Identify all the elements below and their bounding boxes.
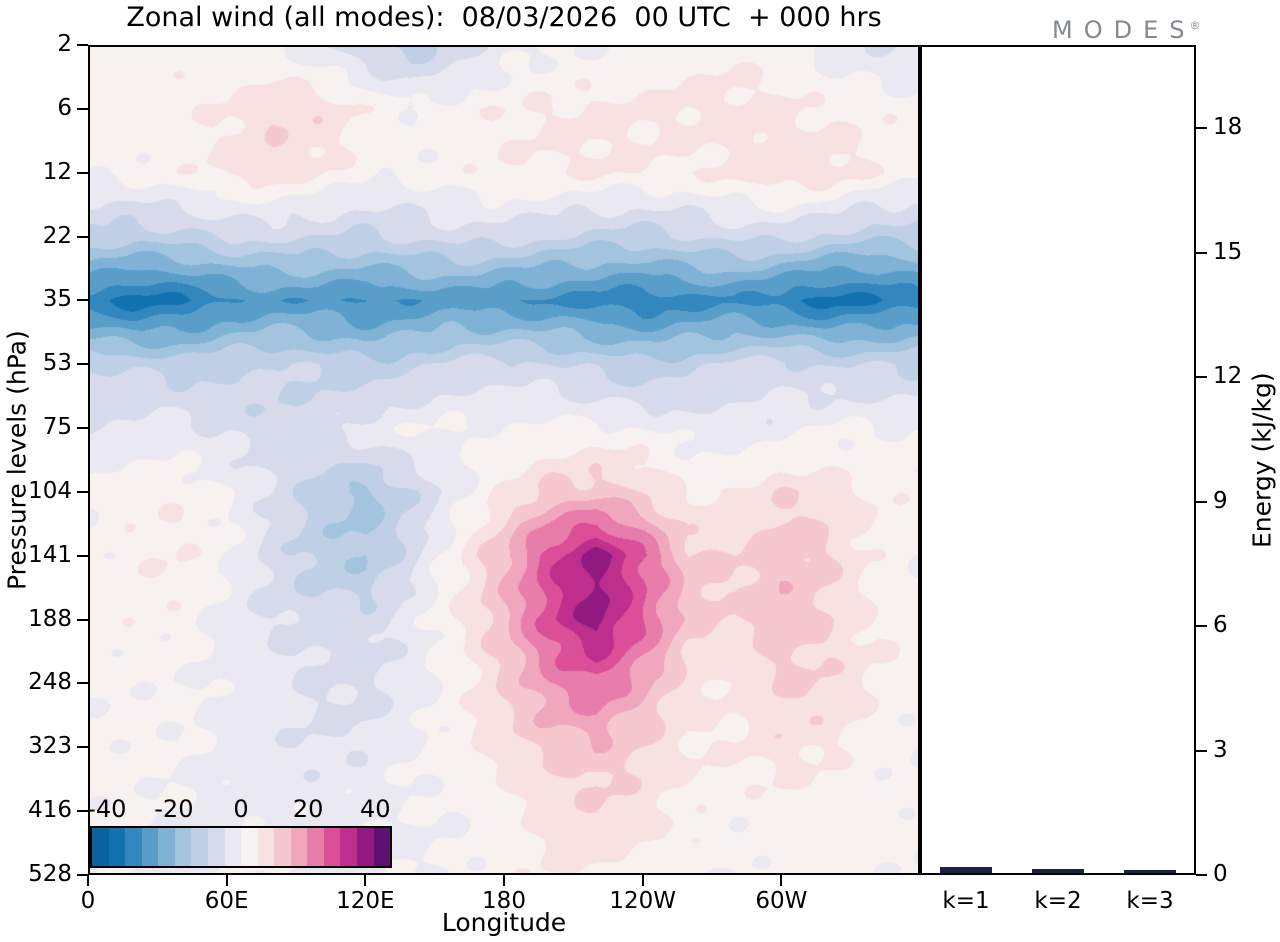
colorbar-segment <box>357 828 374 866</box>
longitude-tick-label: 120W <box>609 888 676 914</box>
longitude-tick <box>641 875 644 886</box>
longitude-tick-label: 60W <box>755 888 808 914</box>
pressure-tick <box>77 44 88 46</box>
pressure-tick-label: 35 <box>42 286 72 313</box>
energy-tick-label: 3 <box>1213 736 1228 763</box>
colorbar-segment <box>108 828 126 866</box>
colorbar-segment <box>290 828 308 866</box>
longitude-tick-label: 60E <box>204 888 249 914</box>
longitude-tick <box>87 875 89 886</box>
energy-bar <box>1124 869 1176 873</box>
colorbar-tick-label: 40 <box>359 795 391 823</box>
energy-tick-label: 18 <box>1213 114 1243 140</box>
pressure-tick-label: 141 <box>28 541 72 568</box>
colorbar-segment <box>174 828 192 866</box>
colorbar-segment <box>141 828 159 866</box>
pressure-tick <box>77 363 88 366</box>
energy-tick-label: 6 <box>1213 612 1228 638</box>
longitude-tick <box>364 875 367 886</box>
pressure-tick <box>77 618 88 621</box>
pressure-tick-label: 104 <box>28 477 72 504</box>
pressure-tick <box>77 554 88 557</box>
pressure-tick-label: 416 <box>28 797 72 824</box>
longitude-tick-label: 180 <box>482 888 526 914</box>
pressure-tick-label: 248 <box>28 669 72 696</box>
energy-tick <box>1196 625 1207 627</box>
colorbar-tick-label: 0 <box>233 795 249 823</box>
energy-tick-label: 12 <box>1213 363 1243 389</box>
colorbar-segment <box>373 828 391 866</box>
energy-tick <box>1196 749 1207 752</box>
pressure-tick <box>77 490 88 493</box>
modes-logo: MODES® <box>1052 16 1232 44</box>
pressure-tick <box>77 810 88 813</box>
colorbar-tick-label: 20 <box>292 795 324 823</box>
modes-logo-text: MODES <box>1052 16 1196 44</box>
colorbar-segment <box>307 828 324 866</box>
energy-tick <box>1196 251 1207 254</box>
modes-logo-mark: ® <box>1189 19 1201 32</box>
chart-title: Zonal wind (all modes): 08/03/2026 00 UT… <box>126 2 882 33</box>
pressure-tick <box>77 235 88 238</box>
pressure-tick <box>77 299 88 302</box>
pressure-tick-label: 12 <box>42 158 72 185</box>
longitude-axis-label: Longitude <box>441 908 567 937</box>
longitude-tick <box>503 875 505 886</box>
colorbar-segment <box>191 828 208 866</box>
energy-panel-background <box>920 45 1196 875</box>
energy-category-label: k=2 <box>1034 888 1082 914</box>
colorbar-tick-label: -40 <box>87 795 127 823</box>
energy-tick-label: 0 <box>1213 861 1228 887</box>
energy-category-label: k=3 <box>1126 888 1174 914</box>
energy-tick <box>1196 127 1207 129</box>
pressure-tick-label: 528 <box>28 861 72 887</box>
energy-tick <box>1196 376 1207 378</box>
pressure-tick <box>77 874 88 876</box>
pressure-tick-label: 22 <box>42 222 72 249</box>
energy-tick-label: 15 <box>1213 238 1243 265</box>
colorbar-segment <box>92 828 109 866</box>
pressure-tick <box>77 171 88 174</box>
pressure-tick <box>77 427 88 430</box>
colorbar-segment <box>340 828 357 866</box>
longitude-tick-label: 120E <box>336 888 395 914</box>
colorbar-tick-label: -20 <box>154 795 194 823</box>
contour-canvas <box>88 45 920 875</box>
pressure-tick-label: 323 <box>28 733 72 760</box>
energy-bar <box>940 866 992 873</box>
colorbar-segment <box>158 828 175 866</box>
pressure-tick <box>77 746 88 749</box>
energy-tick-label: 9 <box>1213 487 1228 514</box>
colorbar-segment <box>224 828 242 866</box>
longitude-tick <box>225 875 228 886</box>
pressure-tick <box>77 107 88 110</box>
longitude-tick-label: 0 <box>80 888 96 914</box>
pressure-tick-label: 188 <box>28 605 72 632</box>
energy-bar <box>1032 868 1084 873</box>
pressure-tick-label: 6 <box>57 94 72 121</box>
pressure-tick <box>77 682 88 685</box>
colorbar-segment <box>257 828 275 866</box>
colorbar <box>90 826 392 868</box>
pressure-tick-label: 2 <box>57 31 72 57</box>
energy-category-label: k=1 <box>942 888 990 914</box>
energy-tick <box>1196 500 1207 503</box>
energy-tick <box>1196 874 1207 876</box>
colorbar-segment <box>207 828 225 866</box>
colorbar-segment <box>125 828 142 866</box>
pressure-tick-label: 53 <box>42 350 72 377</box>
colorbar-segment <box>323 828 341 866</box>
longitude-tick <box>780 875 783 886</box>
colorbar-segment <box>274 828 291 866</box>
colorbar-segment <box>241 828 258 866</box>
pressure-tick-label: 75 <box>42 414 72 441</box>
